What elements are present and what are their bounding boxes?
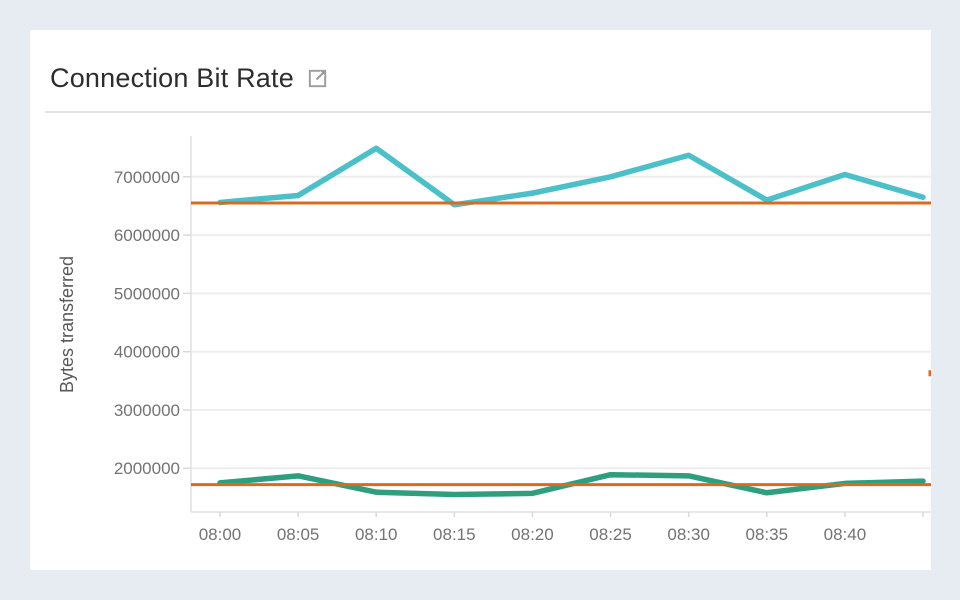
x-tick-label: 08:20 xyxy=(511,525,554,544)
x-tick-label: 08:40 xyxy=(824,525,867,544)
clipped-edge-mark xyxy=(928,370,931,377)
y-tick-label: 3000000 xyxy=(114,401,180,420)
header-divider xyxy=(45,111,931,113)
chart-svg: 2000000 3000000 4000000 5000000 6000000 70000… xyxy=(114,136,931,544)
panel-title: Connection Bit Rate xyxy=(50,63,294,93)
panel-header: Connection Bit Rate xyxy=(50,63,329,94)
x-tick-label: 08:30 xyxy=(667,525,710,544)
x-tick-label: 08:05 xyxy=(277,525,320,544)
x-tick-label: 08:35 xyxy=(746,525,789,544)
open-in-new-icon[interactable] xyxy=(306,67,329,90)
x-tick-label: 08:25 xyxy=(589,525,632,544)
y-tick-label: 5000000 xyxy=(114,284,180,303)
series-line-teal-series[interactable] xyxy=(217,145,926,208)
y-tick-label: 2000000 xyxy=(114,459,180,478)
x-tick-label: 08:15 xyxy=(433,525,476,544)
x-tick-label: 08:10 xyxy=(355,525,398,544)
y-tick-label: 6000000 xyxy=(114,226,180,245)
y-tick-label: 4000000 xyxy=(114,343,180,362)
chart-panel: Connection Bit Rate Bytes transferred 20… xyxy=(30,30,931,570)
y-tick-label: 7000000 xyxy=(114,168,180,187)
x-tick-label: 08:00 xyxy=(199,525,242,544)
